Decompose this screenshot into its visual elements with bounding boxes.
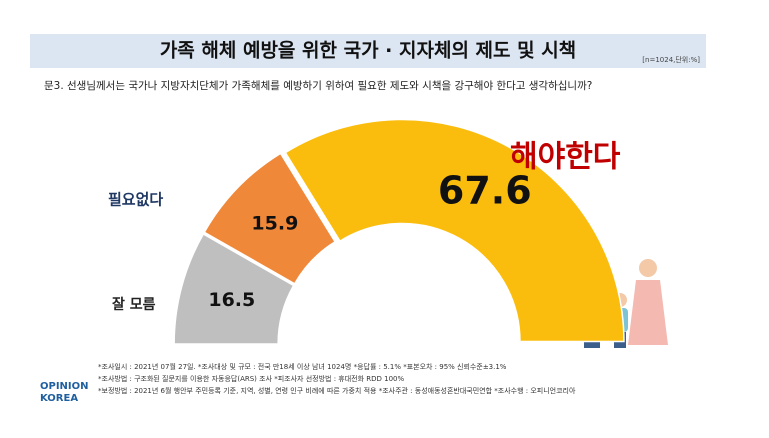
question: 문3. 선생님께서는 국가나 지방자치단체가 가족해체를 예방하기 위하여 필요… [44, 79, 592, 92]
footnote: *조사일시 : 2021년 07월 27일. *조사대상 및 규모 : 전국 만… [98, 362, 507, 371]
title-bar [30, 34, 706, 68]
category-label: 필요없다 [108, 191, 163, 209]
segment [203, 152, 337, 285]
value-label: 15.9 [251, 213, 298, 235]
category-label: 잘 모름 [112, 297, 156, 313]
value-label: 67.6 [438, 169, 532, 213]
logo-text: KOREA [40, 393, 78, 404]
segment [284, 118, 625, 343]
footnotes: *조사일시 : 2021년 07월 27일. *조사대상 및 규모 : 전국 만… [98, 362, 576, 395]
footnote: *보정방법 : 2021년 6월 행안부 주민등록 기준, 지역, 성별, 연령… [98, 386, 576, 395]
value-label: 16.5 [208, 289, 255, 311]
segment [173, 232, 295, 345]
category-label: 해야한다 [510, 140, 621, 175]
logo-text: OPINION [40, 381, 89, 392]
note: [n=1024,단위:%] [642, 55, 700, 64]
footnote: *조사방법 : 구조화된 질문지를 이용한 자동응답(ARS) 조사 *피조사자… [98, 374, 404, 383]
chart-title: 가족 해체 예방을 위한 국가 · 지자체의 제도 및 시책 [160, 40, 576, 62]
